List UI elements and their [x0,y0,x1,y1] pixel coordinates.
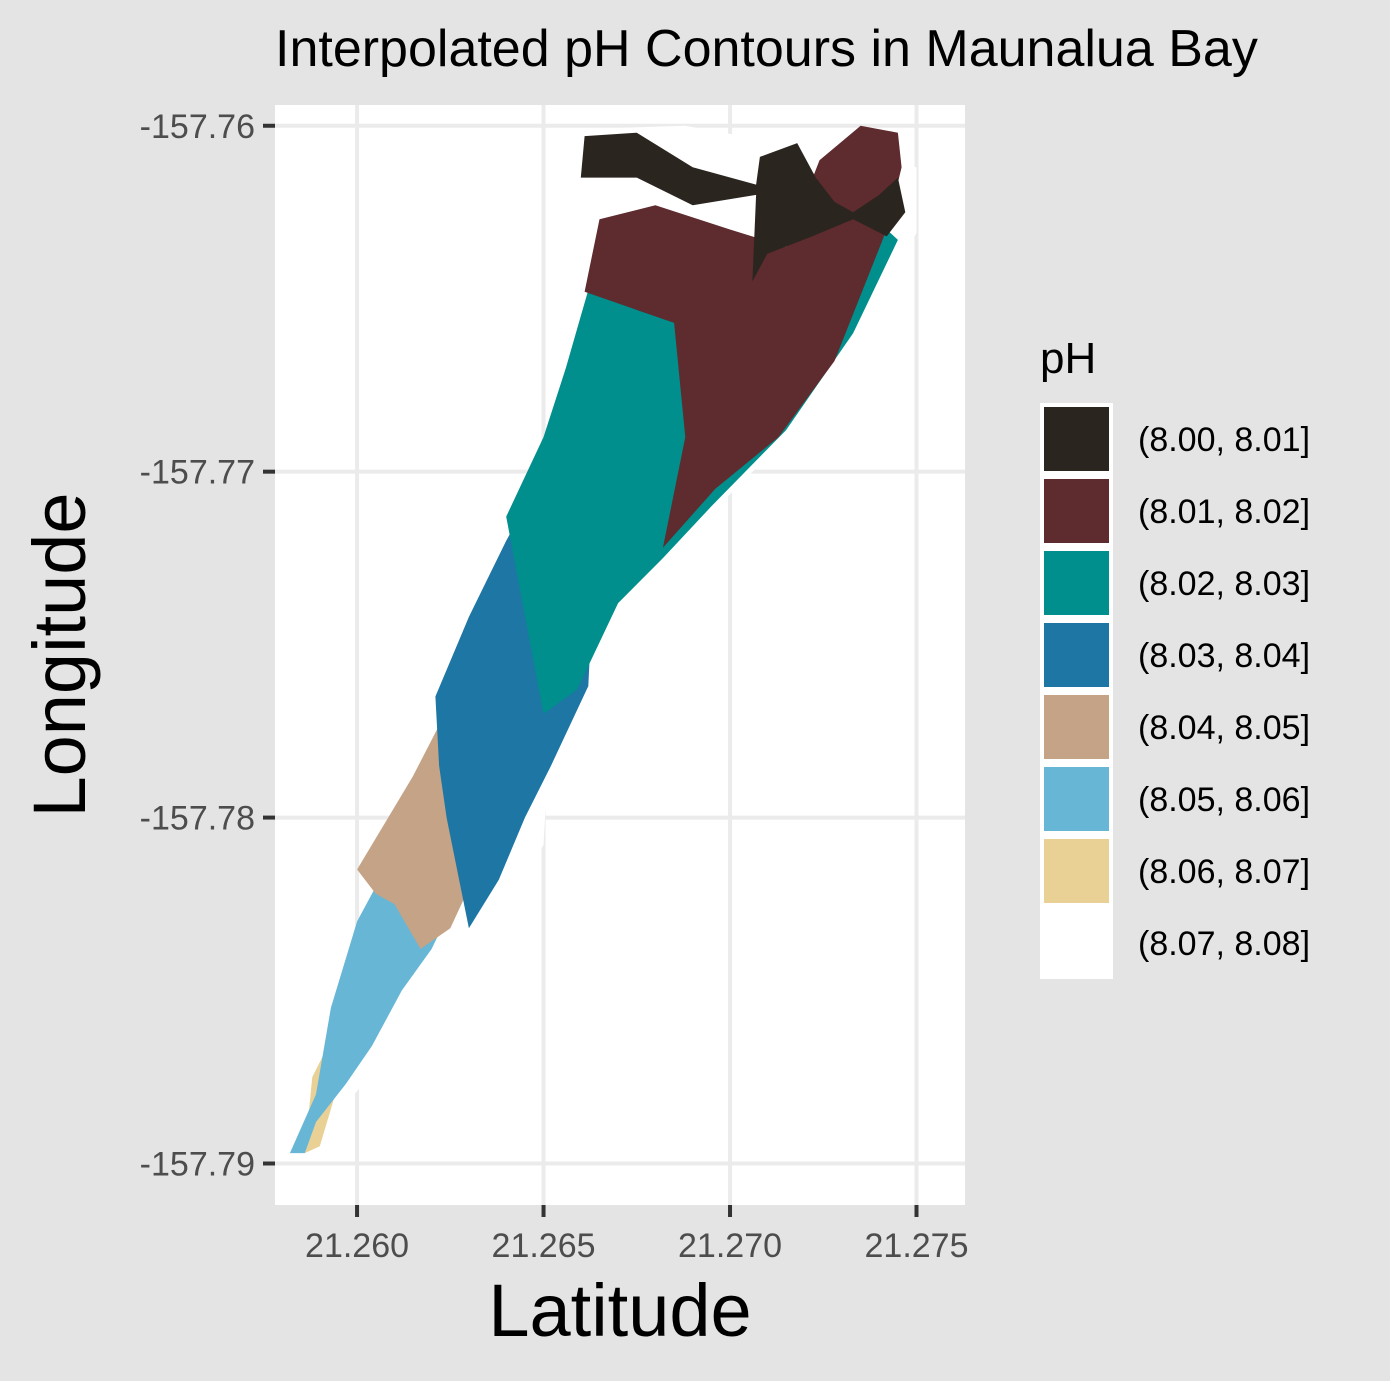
legend: (8.00, 8.01] (8.01, 8.02] (8.02, 8.03] (8.0… [1040,403,1310,979]
legend-label-3: (8.03, 8.04] [1138,637,1310,675]
x-tick-label-1: 21.265 [492,1227,596,1265]
legend-swatch-5 [1044,767,1109,831]
legend-label-7: (8.07, 8.08] [1138,925,1310,963]
y-tick-label-0: -157.76 [140,108,255,146]
legend-label-6: (8.06, 8.07] [1138,853,1310,891]
legend-label-2: (8.02, 8.03] [1138,565,1310,603]
legend-swatch-2 [1044,551,1109,615]
legend-swatch-7 [1044,911,1109,975]
chart-title: Interpolated pH Contours in Maunalua Bay [275,20,1258,78]
contour-region-7 [580,132,906,282]
x-tick-label-0: 21.260 [305,1227,409,1265]
x-axis-title: Latitude [488,1269,751,1352]
x-tick-label-2: 21.270 [678,1227,782,1265]
legend-label-4: (8.04, 8.05] [1138,709,1310,747]
legend-swatch-3 [1044,623,1109,687]
y-tick-label-1: -157.77 [140,454,255,492]
y-axis-title: Longitude [18,492,101,817]
y-tick-label-2: -157.78 [140,800,255,838]
axes: 21.260 21.265 21.270 21.275 -157.76 -157.77 -1… [140,108,969,1265]
y-tick-label-3: -157.79 [140,1145,255,1183]
legend-swatch-0 [1044,407,1109,471]
legend-swatch-1 [1044,479,1109,543]
legend-swatch-4 [1044,695,1109,759]
legend-title: pH [1040,334,1096,383]
legend-label-0: (8.00, 8.01] [1138,421,1310,459]
legend-swatch-6 [1044,839,1109,903]
x-tick-label-3: 21.275 [865,1227,969,1265]
legend-label-5: (8.05, 8.06] [1138,781,1310,819]
contour-regions [289,125,917,1154]
legend-label-1: (8.01, 8.02] [1138,493,1310,531]
